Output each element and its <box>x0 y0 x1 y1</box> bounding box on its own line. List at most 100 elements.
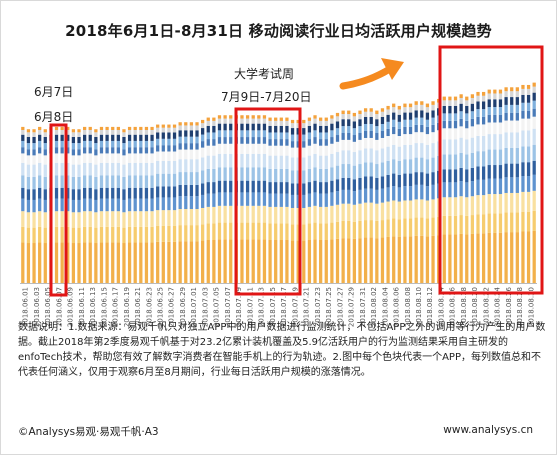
bar-segment <box>358 150 362 165</box>
bar-segment <box>133 198 137 212</box>
bar-segment <box>392 134 396 145</box>
bar-segment <box>498 213 503 233</box>
bar-segment <box>66 153 70 163</box>
bar-segment <box>380 148 385 163</box>
bar-segment <box>105 187 109 199</box>
bar-segment <box>26 176 31 190</box>
bar-segment <box>88 134 92 141</box>
bar-segment <box>442 197 446 216</box>
bar-segment <box>189 143 194 150</box>
bar-segment <box>212 168 216 183</box>
bar-segment <box>465 128 469 140</box>
bar-segment <box>133 187 137 199</box>
bar-segment <box>262 205 267 223</box>
bar-column <box>397 105 401 283</box>
bar-segment <box>397 219 401 237</box>
bar-segment <box>358 203 362 221</box>
bar-segment <box>21 242 25 283</box>
bar-segment <box>122 164 126 177</box>
bar-segment <box>172 132 177 139</box>
bar-segment <box>347 189 351 204</box>
bar-segment <box>498 178 503 195</box>
bar-segment <box>116 211 120 227</box>
bar-segment <box>127 134 132 141</box>
bar-segment <box>88 147 92 154</box>
bar-segment <box>217 115 222 119</box>
bar-segment <box>195 172 199 185</box>
bar-segment <box>493 122 497 135</box>
bar-segment <box>172 210 177 226</box>
bar-segment <box>414 199 418 218</box>
bar-segment <box>38 175 42 188</box>
bar-segment <box>217 239 222 283</box>
bar-segment <box>431 184 435 200</box>
bar-segment <box>43 189 47 200</box>
bar-segment <box>341 238 345 283</box>
bar-segment <box>510 120 514 133</box>
bar-segment <box>111 187 115 199</box>
bar-segment <box>515 132 519 148</box>
bar-segment <box>352 116 356 122</box>
bar-segment <box>229 115 233 119</box>
bar-segment <box>189 241 194 283</box>
bar-column <box>139 126 143 283</box>
bar-segment <box>156 132 160 139</box>
bar-segment <box>111 211 115 227</box>
bar-segment <box>201 240 205 283</box>
bar-segment <box>172 124 177 128</box>
bar-segment <box>307 182 312 194</box>
bar-segment <box>347 220 351 239</box>
bar-segment <box>229 153 233 168</box>
bar-segment <box>21 198 25 212</box>
bar-segment <box>414 117 418 125</box>
bar-segment <box>431 124 435 133</box>
bar-segment <box>161 186 165 198</box>
bar-segment <box>420 117 424 125</box>
bar-segment <box>83 153 87 163</box>
bar-segment <box>347 126 351 133</box>
bar-segment <box>347 110 351 115</box>
bar-segment <box>240 115 244 119</box>
bar-segment <box>184 184 188 197</box>
bar-segment <box>448 169 452 183</box>
bar-segment <box>403 119 407 127</box>
annotation-june8: 6月8日 <box>34 110 73 124</box>
bar-segment <box>397 187 401 202</box>
bar-segment <box>470 118 475 127</box>
bar-column <box>127 126 132 283</box>
bar-segment <box>26 227 31 244</box>
bar-segment <box>330 123 334 131</box>
bar-segment <box>156 197 160 211</box>
bar-segment <box>229 143 233 154</box>
bar-segment <box>526 176 531 192</box>
bar-segment <box>88 175 92 188</box>
x-tick-label: 2018.06.15 <box>100 287 108 327</box>
bar-segment <box>257 130 261 138</box>
bar-segment <box>88 153 92 163</box>
bar-segment <box>341 150 345 165</box>
bar-segment <box>330 222 334 240</box>
bar-segment <box>510 91 514 98</box>
bar-segment <box>420 132 424 144</box>
bar-segment <box>229 118 233 124</box>
bar-segment <box>386 109 390 115</box>
bar-segment <box>285 223 289 240</box>
bar-segment <box>380 116 385 124</box>
bar-segment <box>240 130 244 138</box>
x-tick-label: 2018.08.10 <box>415 287 423 327</box>
bar-segment <box>481 166 486 180</box>
bar-segment <box>223 143 227 154</box>
bar-segment <box>425 112 430 120</box>
bar-segment <box>515 177 519 193</box>
bar-segment <box>453 105 458 114</box>
bar-segment <box>43 164 47 177</box>
bar-segment <box>189 225 194 242</box>
bar-segment <box>375 114 379 120</box>
bar-column <box>481 91 486 283</box>
bar-segment <box>352 135 356 142</box>
bar-segment <box>88 162 92 176</box>
bar-segment <box>476 151 480 167</box>
bar-segment <box>105 175 109 188</box>
bar-segment <box>83 147 87 154</box>
bar-segment <box>54 130 59 135</box>
